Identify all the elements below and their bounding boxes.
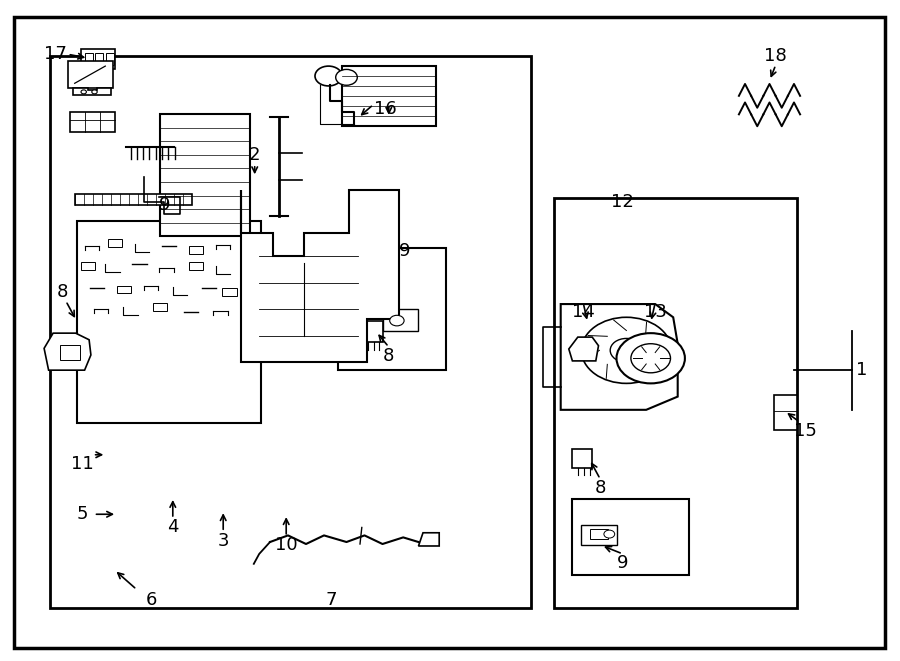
Bar <box>160 114 250 237</box>
Bar <box>342 66 436 126</box>
Bar <box>50 56 531 608</box>
Bar <box>76 221 261 423</box>
Bar <box>189 262 203 270</box>
Circle shape <box>315 66 342 86</box>
Text: 1: 1 <box>856 361 867 379</box>
Bar <box>117 286 131 293</box>
Text: 4: 4 <box>167 518 178 537</box>
Bar <box>554 198 796 608</box>
Polygon shape <box>68 61 112 88</box>
Bar <box>572 499 688 575</box>
Circle shape <box>92 90 97 94</box>
Circle shape <box>336 69 357 85</box>
Text: 5: 5 <box>77 505 88 524</box>
Text: 12: 12 <box>611 192 634 211</box>
Text: 9: 9 <box>400 242 410 260</box>
Polygon shape <box>569 337 598 361</box>
Bar <box>189 246 203 254</box>
Bar <box>95 53 104 65</box>
Bar <box>580 525 616 545</box>
Text: 3: 3 <box>218 531 229 550</box>
Polygon shape <box>561 304 678 410</box>
Circle shape <box>581 317 671 383</box>
Text: 8: 8 <box>57 283 68 301</box>
Circle shape <box>390 315 404 326</box>
Text: 11: 11 <box>71 455 94 473</box>
Polygon shape <box>418 533 439 546</box>
Polygon shape <box>44 333 91 370</box>
Text: 17: 17 <box>44 45 68 63</box>
Bar <box>81 49 115 69</box>
Text: 10: 10 <box>274 536 298 555</box>
Bar <box>70 112 115 132</box>
Circle shape <box>631 344 670 373</box>
Bar <box>153 303 167 311</box>
Text: 6: 6 <box>146 590 157 609</box>
Text: 9: 9 <box>617 554 628 572</box>
Bar <box>81 262 95 270</box>
Text: 18: 18 <box>764 47 788 65</box>
Text: 9: 9 <box>159 196 170 214</box>
Circle shape <box>81 90 86 94</box>
Polygon shape <box>60 345 80 360</box>
Bar <box>108 239 122 247</box>
Bar <box>222 288 237 296</box>
Text: 16: 16 <box>374 100 397 118</box>
Bar <box>590 529 608 539</box>
Bar <box>774 395 796 430</box>
Text: 8: 8 <box>383 346 394 365</box>
Circle shape <box>616 333 685 383</box>
Circle shape <box>610 338 643 362</box>
Bar <box>85 53 93 65</box>
Polygon shape <box>241 190 399 362</box>
Bar <box>363 321 382 342</box>
Text: 2: 2 <box>249 146 260 165</box>
Text: 14: 14 <box>572 303 595 321</box>
Bar <box>338 248 446 370</box>
Text: 13: 13 <box>644 303 667 321</box>
Bar <box>572 449 592 468</box>
Text: 7: 7 <box>326 590 337 609</box>
Circle shape <box>604 530 615 538</box>
Bar <box>383 309 418 330</box>
Text: 8: 8 <box>595 479 606 497</box>
Bar <box>106 53 114 65</box>
Polygon shape <box>73 88 111 95</box>
Text: 15: 15 <box>794 422 817 440</box>
Bar <box>75 194 192 205</box>
